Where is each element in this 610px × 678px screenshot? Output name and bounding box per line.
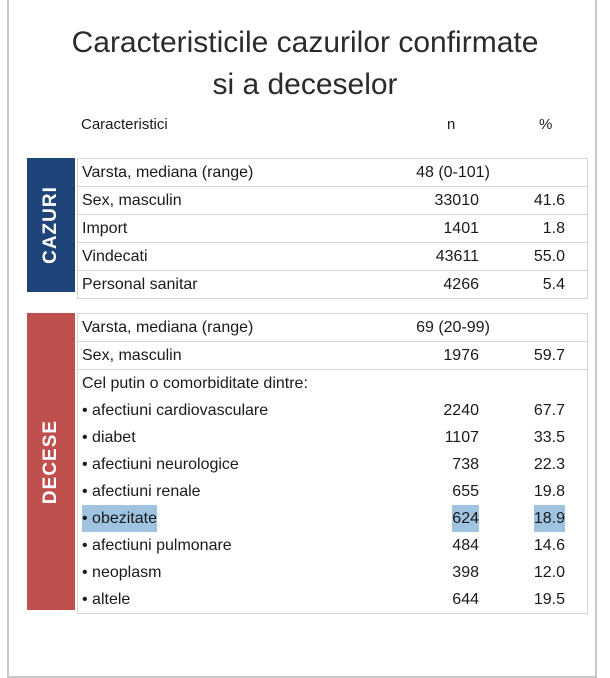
row-percent: 33.5 [533,429,565,446]
table-row: • altele 644 19.5 [78,586,587,613]
row-value: 69 (20-99) [416,319,490,336]
row-label: • diabet [82,429,136,446]
table-row: Varsta, mediana (range) 69 (20-99) [78,314,587,342]
row-percent: 19.8 [533,483,565,500]
header-n: n [447,116,456,133]
cazuri-band: CAZURI [27,158,75,292]
row-n: 43611 [435,248,479,265]
header-characteristics: Caracteristici [81,116,168,133]
row-label: Varsta, mediana (range) [82,164,254,181]
row-n: 1401 [443,220,479,237]
table-row: Personal sanitar 4266 5.4 [78,271,587,298]
row-n: 4266 [443,276,479,293]
table-row: • afectiuni neurologice 738 22.3 [78,451,587,478]
row-n: 644 [452,591,479,608]
cazuri-label: CAZURI [40,186,61,264]
row-percent: 12.0 [533,564,565,581]
row-label: Varsta, mediana (range) [82,319,254,336]
row-label: Sex, masculin [82,347,182,364]
table-row: Varsta, mediana (range) 48 (0-101) [78,159,587,187]
table-row: • neoplasm 398 12.0 [78,559,587,586]
row-label: • afectiuni pulmonare [82,537,232,554]
table-row: • afectiuni cardiovasculare 2240 67.7 [78,397,587,424]
row-label: • altele [82,591,131,608]
decese-band: DECESE [27,313,75,610]
row-n: 655 [452,483,479,500]
table-row: Import 1401 1.8 [78,215,587,243]
row-percent: 14.6 [533,537,565,554]
title-line-1: Caracteristicile cazurilor confirmate [71,26,539,59]
row-n: 33010 [434,192,480,209]
row-label: • neoplasm [82,564,162,581]
table-row: Vindecati 43611 55.0 [78,243,587,271]
row-label: Vindecati [82,248,148,265]
row-label: • afectiuni cardiovasculare [82,402,269,419]
title-line-2: si a deceselor [212,68,398,101]
row-percent: 55.0 [533,248,565,265]
row-n: 1976 [443,347,479,364]
header-percent: % [539,116,553,133]
row-n: 2240 [443,402,479,419]
row-n: 624 [452,505,479,532]
table-row: • afectiuni renale 655 19.8 [78,478,587,505]
row-label: Sex, masculin [82,192,182,209]
row-percent: 18.9 [533,505,565,532]
row-label: Cel putin o comorbiditate dintre: [82,375,308,392]
row-percent: 22.3 [533,456,565,473]
row-label: • obezitate [82,505,157,532]
row-percent: 41.6 [533,192,565,209]
decese-table: Varsta, mediana (range) 69 (20-99) Sex, … [77,313,588,614]
row-n: 484 [452,537,479,554]
row-percent: 5.4 [542,276,565,293]
row-percent: 67.7 [533,402,565,419]
table-row: • diabet 1107 33.5 [78,424,587,451]
row-percent: 19.5 [533,591,565,608]
row-n: 738 [452,456,479,473]
row-label: Import [82,220,128,237]
row-percent: 1.8 [542,220,565,237]
row-n: 398 [452,564,479,581]
table-row: • obezitate 624 18.9 [78,505,587,532]
decese-label: DECESE [40,419,62,504]
comorbidity-heading-row: Cel putin o comorbiditate dintre: [78,370,587,397]
cazuri-table: Varsta, mediana (range) 48 (0-101) Sex, … [77,158,588,299]
row-label: Personal sanitar [82,276,198,293]
row-value: 48 (0-101) [416,164,490,181]
table-row: Sex, masculin 33010 41.6 [78,187,587,215]
table-row: Sex, masculin 1976 59.7 [78,342,587,370]
table-row: • afectiuni pulmonare 484 14.6 [78,532,587,559]
row-percent: 59.7 [533,347,565,364]
row-label: • afectiuni neurologice [82,456,239,473]
row-label: • afectiuni renale [82,483,201,500]
row-n: 1107 [444,429,479,446]
